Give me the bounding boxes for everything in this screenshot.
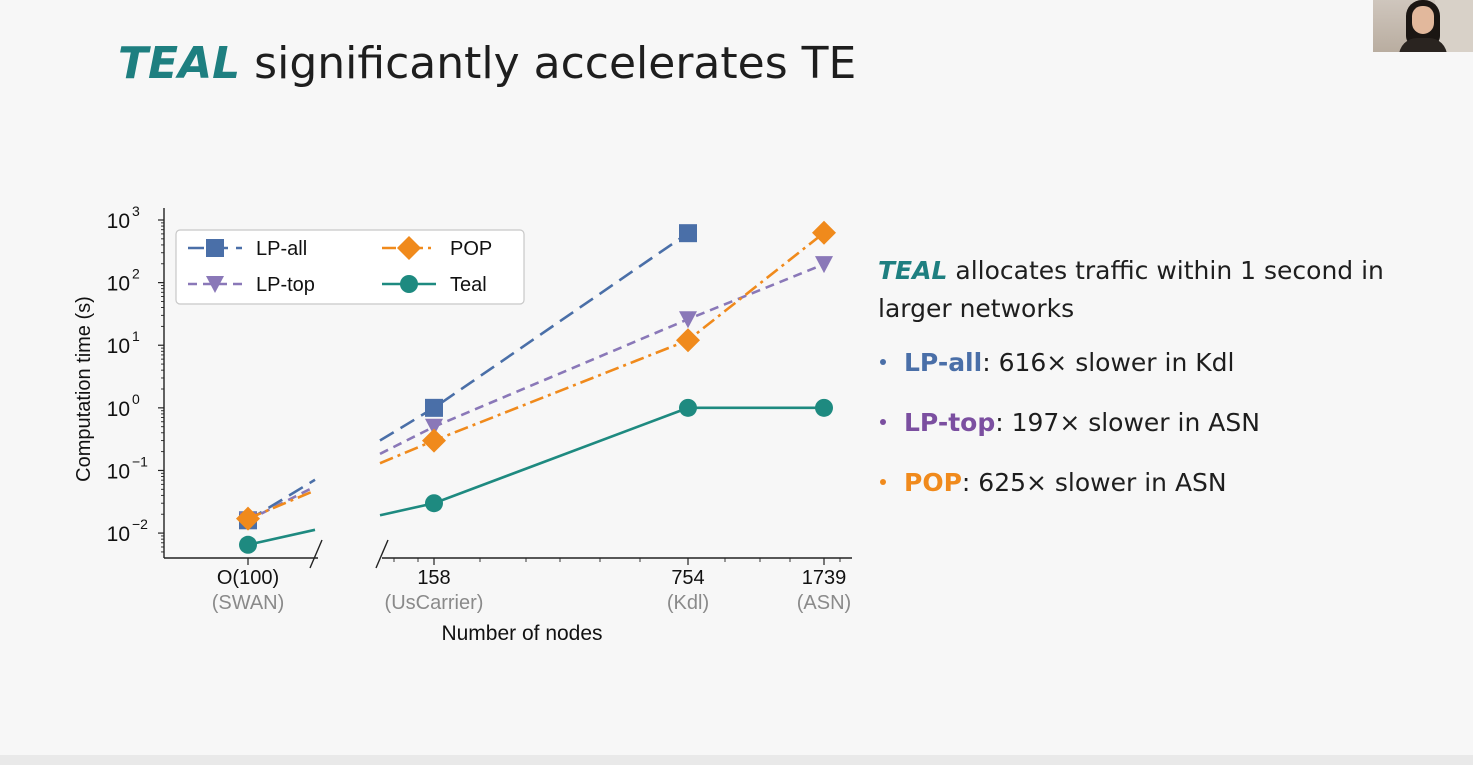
y-axis-label: Computation time (s)	[73, 296, 95, 482]
marker-square	[425, 398, 443, 417]
legend-label: LP-all	[256, 238, 307, 260]
series-line-left	[247, 528, 316, 547]
y-tick-label: 10	[107, 335, 130, 358]
legend: LP-all LP-top POP Teal	[175, 229, 525, 305]
legend-label: POP	[450, 238, 492, 260]
takeaway-method: LP-all	[904, 348, 983, 377]
axis-break-mark	[309, 539, 323, 569]
takeaway-method: POP	[904, 468, 962, 497]
marker-triangle-down	[679, 311, 697, 329]
bullet-dot-icon	[880, 358, 886, 365]
takeaway-separator: :	[995, 408, 1004, 437]
marker-diamond	[812, 220, 836, 245]
legend-label: Teal	[450, 274, 487, 296]
x-tick-sublabel: (ASN)	[797, 592, 851, 614]
takeaway-item: LP-top: 197× slower in ASN	[878, 408, 1438, 438]
legend-label: LP-top	[256, 274, 315, 296]
marker-circle	[679, 398, 697, 417]
lead-brand: TEAL	[878, 256, 948, 285]
y-tick-exponent: 0	[132, 391, 140, 407]
x-tick-label: 158	[417, 567, 450, 589]
series-line-right	[379, 231, 825, 465]
lead-text: TEAL allocates traffic within 1 second i…	[878, 252, 1438, 328]
y-tick-label: 10	[107, 273, 130, 296]
takeaway-item: POP: 625× slower in ASN	[878, 468, 1438, 498]
y-tick-label: 10	[107, 210, 130, 233]
takeaways-panel: TEAL allocates traffic within 1 second i…	[878, 252, 1438, 528]
y-tick-exponent: 3	[132, 203, 140, 219]
takeaway-item: LP-all: 616× slower in Kdl	[878, 348, 1438, 378]
marker-triangle-down	[815, 256, 833, 274]
x-tick-sublabel: (SWAN)	[212, 592, 285, 614]
title-brand: TEAL	[118, 38, 241, 89]
marker-triangle-down	[425, 418, 443, 436]
slide-title: TEAL significantly accelerates TE	[118, 38, 856, 89]
lead-body: allocates traffic within 1 second in lar…	[878, 256, 1384, 323]
y-tick-exponent: 1	[132, 328, 140, 344]
series-teal	[239, 398, 833, 554]
marker-circle	[239, 535, 257, 554]
x-tick-sublabel: (UsCarrier)	[385, 592, 484, 614]
y-tick-label: 10	[107, 398, 130, 421]
axis-break-mark	[375, 539, 389, 569]
x-tick-sublabel: (Kdl)	[667, 592, 709, 614]
bullet-dot-icon	[880, 418, 886, 425]
bullet-dot-icon	[880, 478, 886, 485]
series-line-left	[247, 489, 316, 520]
takeaway-text: 197× slower in ASN	[1003, 408, 1260, 437]
title-text: significantly accelerates TE	[254, 38, 857, 89]
marker-diamond	[422, 428, 446, 453]
marker-triangle-down	[206, 276, 224, 293]
presenter-webcam-video	[1373, 0, 1473, 52]
bottom-strip	[0, 755, 1473, 765]
x-tick-label: 754	[671, 567, 704, 589]
x-axis-label: Number of nodes	[441, 622, 602, 645]
marker-diamond	[676, 328, 700, 353]
marker-square	[679, 224, 697, 243]
x-tick-label: O(100)	[217, 567, 279, 589]
series-line-right	[379, 406, 824, 517]
marker-square	[206, 239, 224, 257]
y-tick-exponent: 2	[132, 266, 140, 282]
y-tick-label: 10	[107, 460, 130, 483]
y-tick-exponent: −1	[132, 453, 148, 469]
x-tick-label: 1739	[802, 567, 847, 589]
takeaway-separator: :	[961, 468, 971, 497]
y-tick-exponent: −2	[132, 516, 148, 532]
takeaway-separator: :	[982, 348, 991, 377]
takeaway-text: 625× slower in ASN	[970, 468, 1227, 497]
marker-circle	[815, 398, 833, 417]
takeaway-text: 616× slower in Kdl	[990, 348, 1235, 377]
series-line-right	[379, 262, 825, 456]
marker-diamond	[397, 236, 421, 260]
y-tick-label: 10	[107, 523, 130, 546]
takeaway-method: LP-top	[904, 408, 996, 437]
legend-box	[175, 229, 525, 305]
takeaway-list: LP-all: 616× slower in Kdl LP-top: 197× s…	[878, 348, 1438, 498]
marker-circle	[400, 275, 418, 293]
marker-circle	[425, 494, 443, 513]
